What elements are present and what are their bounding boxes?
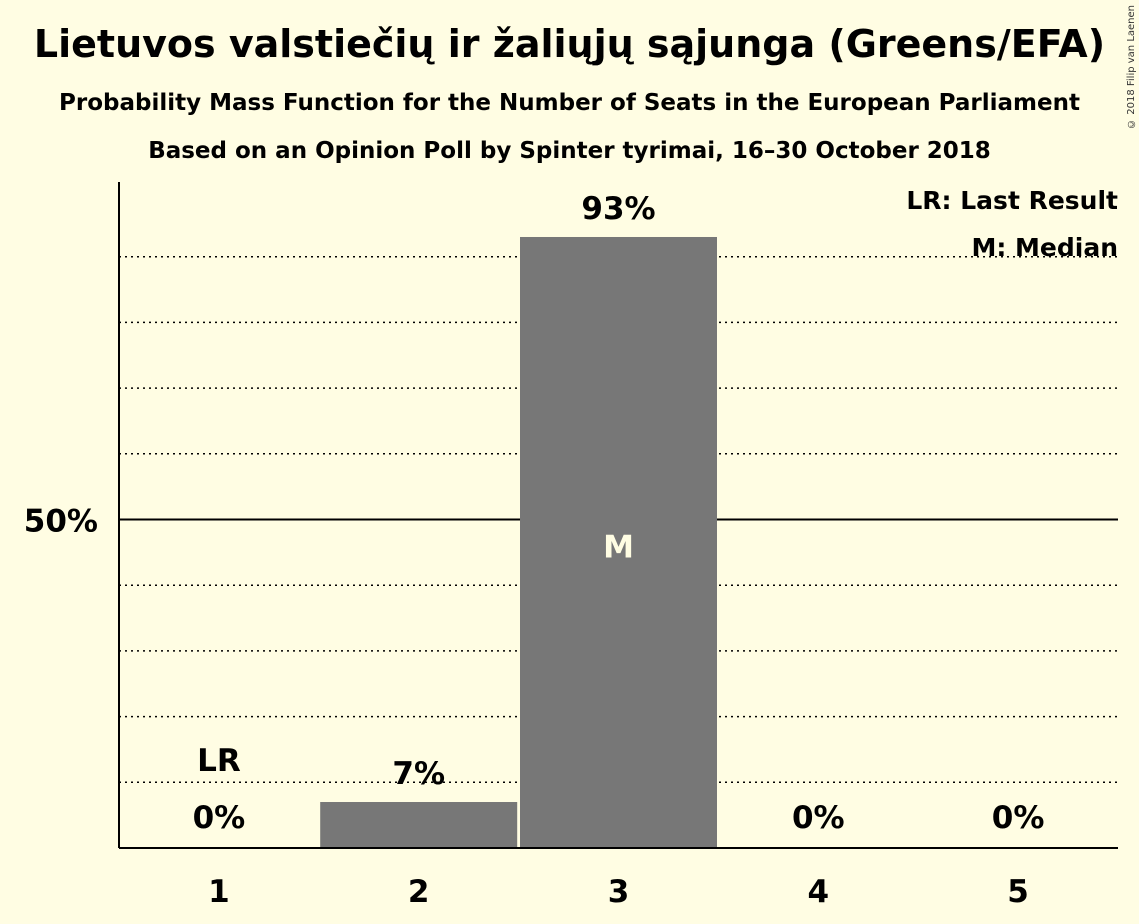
legend-median: M: Median [971, 233, 1118, 262]
chart-title: Lietuvos valstiečių ir žaliųjų sąjunga (… [33, 22, 1106, 66]
median-marker: M [603, 530, 634, 566]
value-label-3: 93% [581, 191, 655, 227]
value-label-5: 0% [992, 800, 1045, 836]
value-label-4: 0% [792, 800, 845, 836]
last-result-marker: LR [197, 743, 241, 779]
x-tick-label-4: 4 [808, 874, 830, 910]
bars [320, 236, 717, 849]
x-tick-label-1: 1 [208, 874, 230, 910]
value-label-2: 7% [392, 756, 445, 792]
bar-labels: 0% 1 LR 7% 2 93% 3 M 0% 4 0% 5 [193, 191, 1045, 910]
legend-last-result: LR: Last Result [906, 186, 1118, 215]
x-tick-label-3: 3 [608, 874, 630, 910]
bar-3 [520, 236, 717, 849]
value-label-1: 0% [193, 800, 246, 836]
y-tick-label: 50% [24, 504, 98, 540]
axes: 50% [24, 182, 1118, 849]
bar-2 [320, 802, 518, 848]
x-tick-label-5: 5 [1007, 874, 1029, 910]
chart-subtitle: Probability Mass Function for the Number… [59, 90, 1080, 116]
chart-source: Based on an Opinion Poll by Spinter tyri… [148, 138, 991, 164]
x-tick-label-2: 2 [408, 874, 430, 910]
